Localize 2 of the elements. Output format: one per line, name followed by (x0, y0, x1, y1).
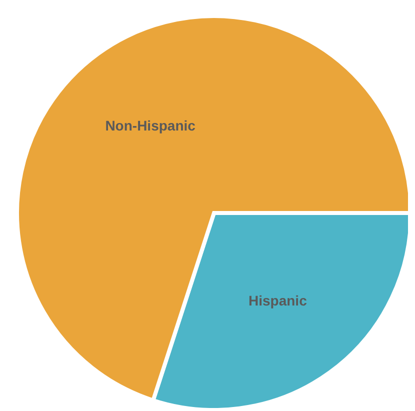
slice-label: Non-Hispanic (105, 117, 196, 134)
slice-label: Hispanic (248, 292, 308, 309)
